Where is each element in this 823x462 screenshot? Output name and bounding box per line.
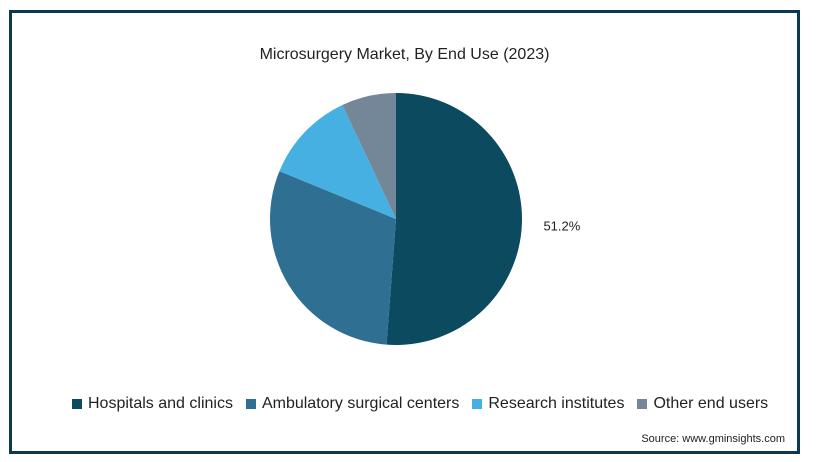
pie-slice-research-institutes	[279, 104, 396, 219]
data-label: 51.2%	[543, 218, 580, 233]
legend-swatch	[245, 399, 256, 409]
pie-chart: 51.2%	[270, 93, 581, 345]
legend-swatch	[637, 399, 648, 409]
chart-frame: Microsurgery Market, By End Use (2023) 5…	[9, 10, 800, 454]
pie-slice-hospitals-and-clinics	[386, 93, 522, 345]
chart-legend: Hospitals and clinics Ambulatory surgical…	[72, 394, 768, 414]
pie-slice-other-end-users	[342, 93, 396, 219]
legend-label: Other end users	[653, 395, 769, 412]
legend-label: Research institutes	[488, 395, 625, 412]
pie-slice-ambulatory-surgical-centers	[270, 171, 396, 345]
legend-label: Hospitals and clinics	[88, 395, 233, 412]
legend-item: Other end users	[637, 395, 768, 413]
legend-label: Ambulatory surgical centers	[261, 395, 460, 412]
legend-item: Ambulatory surgical centers	[245, 395, 460, 413]
legend-swatch	[72, 399, 82, 409]
legend-item: Hospitals and clinics	[72, 395, 233, 413]
source-note: Source: www.gminsights.com	[641, 433, 785, 445]
chart-title: Microsurgery Market, By End Use (2023)	[259, 46, 550, 63]
legend-item: Research institutes	[472, 395, 624, 413]
legend-swatch	[472, 399, 483, 409]
